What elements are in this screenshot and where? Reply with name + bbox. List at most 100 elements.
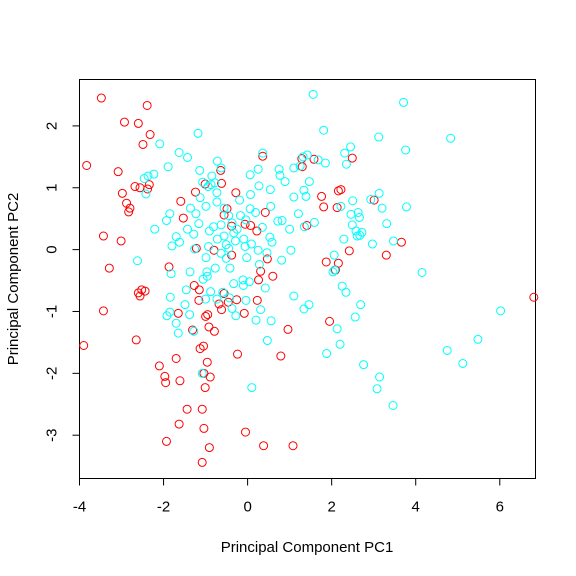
data-point (98, 306, 108, 316)
y-tick-label: 1 (44, 184, 61, 192)
data-point (201, 201, 211, 211)
data-point (238, 280, 248, 290)
x-tick-label: 4 (412, 499, 420, 516)
data-point (266, 316, 276, 326)
data-point (262, 254, 272, 264)
data-point (212, 197, 222, 207)
data-point (239, 234, 249, 244)
data-point (209, 222, 219, 232)
data-point (332, 203, 342, 213)
x-tick-label: -2 (157, 499, 170, 516)
data-point (195, 165, 205, 175)
data-point (195, 344, 205, 354)
data-point (185, 267, 195, 277)
data-point (231, 188, 241, 198)
data-point (132, 256, 142, 266)
data-point (194, 295, 204, 305)
data-point (199, 423, 209, 433)
data-point (276, 351, 286, 361)
data-point (204, 322, 214, 332)
data-point (265, 232, 275, 242)
data-point (259, 441, 269, 451)
data-point (256, 305, 266, 315)
data-point (298, 152, 308, 162)
data-point (202, 267, 212, 277)
data-point (197, 368, 207, 378)
data-point (171, 353, 181, 363)
data-point (224, 243, 234, 253)
data-point (194, 285, 204, 295)
data-point (216, 248, 226, 258)
data-point (201, 311, 211, 321)
data-point (221, 253, 231, 263)
data-point (181, 285, 191, 295)
data-point (366, 195, 376, 205)
data-point (191, 209, 201, 219)
data-point (161, 378, 171, 388)
data-point (256, 266, 266, 276)
data-point (204, 242, 214, 252)
data-point (265, 185, 275, 195)
data-point (135, 291, 145, 301)
data-point (113, 167, 123, 177)
data-point (206, 180, 216, 190)
data-point (252, 226, 262, 236)
data-point (330, 265, 340, 275)
data-point (135, 183, 145, 193)
data-point (253, 245, 263, 255)
data-point (241, 295, 251, 305)
data-point (140, 286, 150, 296)
data-point (190, 187, 200, 197)
y-tick-label: -1 (44, 305, 61, 318)
data-point (198, 177, 208, 187)
data-point (369, 195, 379, 205)
data-point (388, 236, 398, 246)
data-point (246, 220, 256, 230)
y-tick-label: 2 (44, 122, 61, 130)
data-point (374, 188, 384, 198)
data-point (190, 244, 200, 254)
data-point (356, 300, 366, 310)
data-point (319, 202, 329, 212)
data-point (189, 229, 199, 239)
data-point (241, 215, 251, 225)
data-point (266, 201, 276, 211)
data-point (238, 275, 248, 285)
data-point (246, 190, 256, 200)
data-point (293, 209, 303, 219)
data-point (239, 308, 249, 318)
data-point (401, 202, 411, 212)
data-point (262, 248, 272, 258)
data-point (141, 189, 151, 199)
data-point (267, 237, 277, 247)
data-point (218, 287, 228, 297)
data-point (446, 133, 456, 143)
data-point (357, 227, 367, 237)
y-axis-label: Principal Component PC2 (5, 193, 22, 366)
data-point (496, 306, 506, 316)
x-tick-label: 0 (243, 499, 251, 516)
y-tick-label: -2 (44, 367, 61, 380)
data-point (139, 173, 149, 183)
data-point (125, 203, 135, 213)
data-point (333, 258, 343, 268)
data-point (175, 237, 185, 247)
data-point (173, 328, 183, 338)
data-point (174, 147, 184, 157)
data-point (178, 213, 188, 223)
data-point (124, 207, 134, 217)
data-point (321, 257, 331, 267)
data-point (322, 349, 332, 359)
data-point (332, 324, 342, 334)
data-point (336, 201, 346, 211)
data-point (308, 89, 318, 99)
data-point (180, 300, 190, 310)
data-point (288, 441, 298, 451)
data-point (149, 169, 159, 179)
data-point (219, 203, 229, 213)
data-point (219, 289, 229, 299)
data-point (232, 224, 242, 234)
data-point (195, 193, 205, 203)
data-point (280, 177, 290, 187)
data-point (165, 209, 175, 219)
